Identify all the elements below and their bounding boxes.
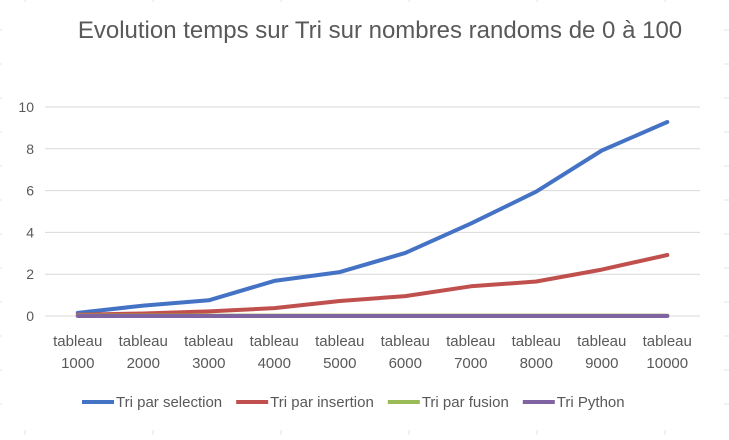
x-tick-label: tableau 3000 (184, 333, 233, 372)
chart-title: Evolution temps sur Tri sur nombres rand… (77, 17, 683, 44)
x-tick-label: tableau 1000 (53, 333, 102, 372)
y-tick-label: 4 (26, 224, 34, 240)
legend-label: Tri par selection (116, 394, 222, 411)
x-tick-label: tableau 10000 (643, 333, 692, 372)
x-tick-label: tableau 5000 (315, 333, 364, 372)
legend-label: Tri par fusion (422, 394, 509, 411)
y-tick-label: 10 (18, 99, 34, 115)
legend-label: Tri par insertion (270, 394, 374, 411)
series-line (75, 120, 670, 315)
chart-background (2, 2, 724, 430)
x-tick-label: tableau 4000 (250, 333, 299, 372)
x-tick-label: tableau 7000 (446, 333, 495, 372)
x-tick-label: tableau 9000 (577, 333, 626, 372)
y-tick-label: 0 (26, 308, 34, 324)
y-tick-label: 8 (26, 141, 34, 157)
legend-label: Tri Python (557, 394, 625, 411)
x-tick-label: tableau 2000 (119, 333, 168, 372)
y-tick-label: 6 (26, 183, 34, 199)
y-tick-label: 2 (26, 266, 34, 282)
x-tick-label: tableau 8000 (512, 333, 561, 372)
series-line (75, 253, 670, 317)
x-tick-label: tableau 6000 (381, 333, 430, 372)
